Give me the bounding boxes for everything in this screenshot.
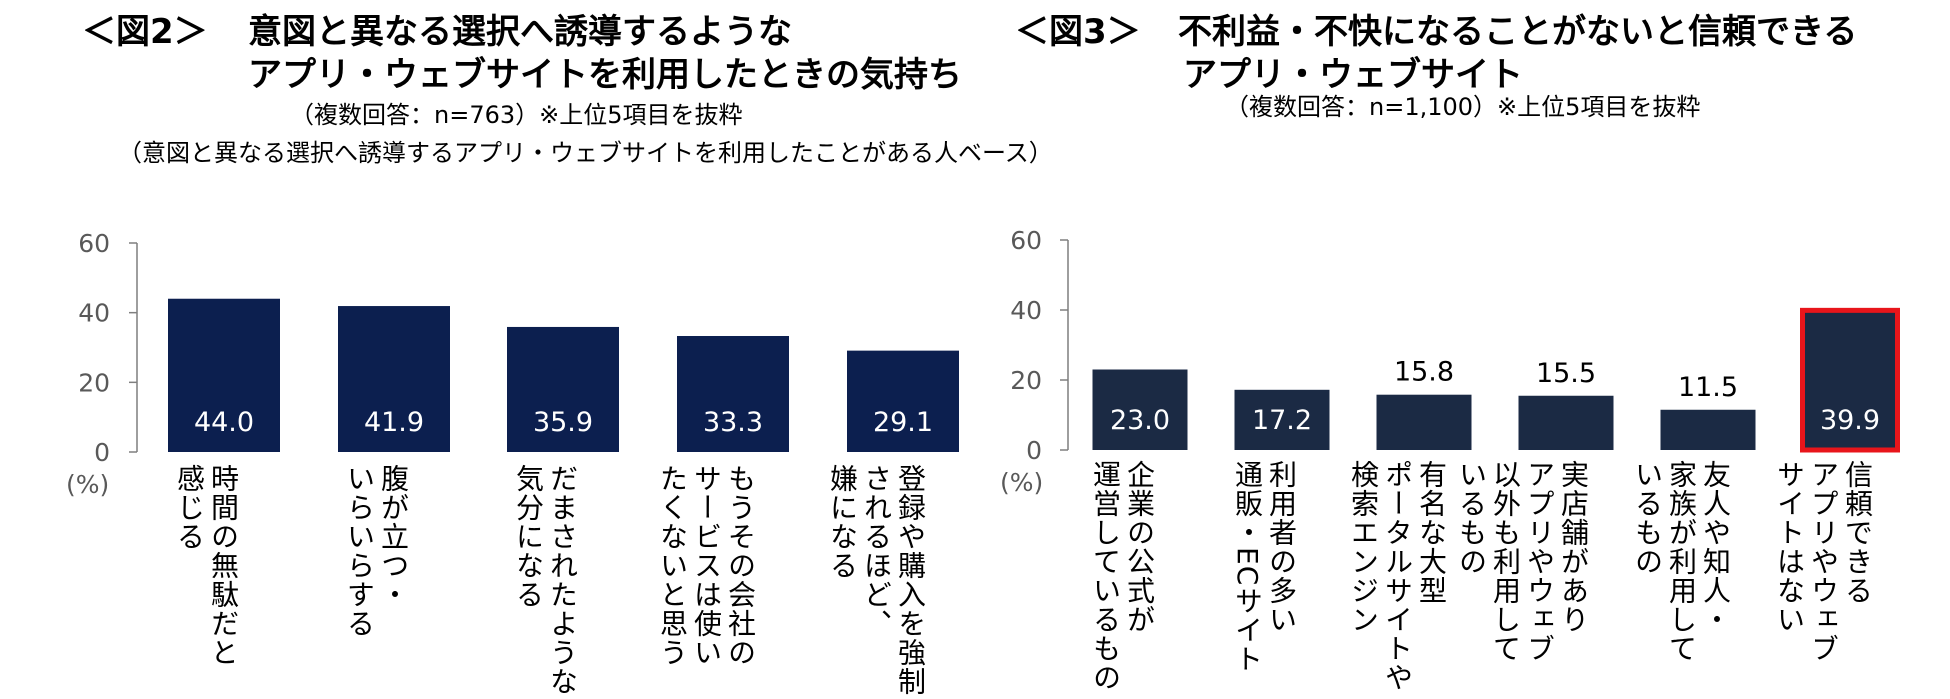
- chart2-value-label: 23.0: [1110, 405, 1170, 436]
- chart1-category-label: 嫌になる: [826, 464, 859, 580]
- chart2-category-label: 信頼できる: [1841, 460, 1874, 605]
- chart2-value-label: 17.2: [1252, 405, 1312, 436]
- chart2-figure-label: ＜図3＞: [1015, 12, 1141, 52]
- chart1-unit-label: (%): [66, 470, 110, 499]
- chart1-category-label: たくないと思う: [656, 464, 689, 667]
- chart1-category-label: 時間の無駄だと: [207, 464, 240, 667]
- chart2-category-label: アプリやウェブ: [1807, 460, 1840, 663]
- chart2-category-label: いるもの: [1455, 460, 1488, 576]
- chart1-bar: [168, 298, 280, 452]
- chart1-bar: [338, 306, 450, 452]
- chart1-category-label: 気分になる: [512, 464, 545, 609]
- chart1-bar: [847, 350, 959, 452]
- chart1-figure-label: ＜図2＞: [82, 12, 208, 52]
- chart1-category-label: されるほど、: [860, 464, 893, 638]
- chart2-category-label: 企業の公式が: [1123, 460, 1156, 634]
- chart2-category-label: 実店舗があり: [1557, 460, 1590, 634]
- chart2-category-label: 利用者の多い: [1265, 460, 1298, 634]
- chart1-value-label: 29.1: [873, 407, 933, 438]
- chart2-unit-label: (%): [1000, 468, 1044, 497]
- chart1-bar: [677, 336, 789, 452]
- chart2-bar-highlight: [1800, 307, 1900, 453]
- chart1-y-tick-label: 40: [78, 299, 110, 328]
- chart2-bar: [1092, 369, 1188, 450]
- chart2-value-label: 11.5: [1678, 372, 1738, 403]
- chart2-y-tick-label: 40: [1010, 296, 1042, 325]
- chart1-title-line2: アプリ・ウェブサイトを利用したときの気持ち: [248, 55, 962, 95]
- chart1-value-label: 41.9: [364, 407, 424, 438]
- chart1-category-label: 感じる: [173, 464, 206, 551]
- chart2-bar: [1234, 389, 1330, 450]
- chart2-category-label: 家族が利用して: [1665, 460, 1698, 663]
- chart2-category-label: 有名な大型: [1415, 460, 1448, 605]
- chart2-category-label: 運営しているもの: [1089, 460, 1122, 692]
- chart1-category-label: いらいらする: [343, 464, 376, 638]
- chart2-value-label: 39.9: [1820, 405, 1880, 436]
- chart2-category-label: アプリやウェブ: [1523, 460, 1556, 663]
- chart1-category-label: 登録や購入を強制: [894, 464, 927, 696]
- chart2-y-tick-label: 60: [1010, 226, 1042, 255]
- chart2-value-label: 15.8: [1394, 357, 1454, 388]
- chart2-value-label: 15.5: [1536, 358, 1596, 389]
- chart2-title-line1: 不利益・不快になることがないと信頼できる: [1178, 12, 1858, 52]
- chart1-y-tick-label: 0: [94, 438, 110, 467]
- chart2-category-label: 以外も利用して: [1489, 460, 1522, 663]
- chart2-category-label: 通販・ECサイト: [1231, 460, 1264, 674]
- chart2-bar: [1376, 394, 1472, 450]
- chart2-y-tick-label: 0: [1026, 436, 1042, 465]
- chart1-value-label: 33.3: [703, 407, 763, 438]
- chart1-y-tick-label: 60: [78, 229, 110, 258]
- chart1-bar: [507, 326, 619, 452]
- chart1-category-label: 腹が立つ・: [377, 464, 410, 609]
- chart1-y-tick-label: 20: [78, 368, 110, 397]
- chart1-category-label: サービスは使い: [690, 464, 723, 667]
- chart1-note: （複数回答：n=763）※上位5項目を抜粋: [290, 101, 743, 129]
- chart2-title-line2: アプリ・ウェブサイト: [1183, 55, 1523, 95]
- chart2-category-label: いるもの: [1631, 460, 1664, 576]
- chart1-value-label: 44.0: [194, 407, 254, 438]
- chart1-category-label: だまされたような: [546, 464, 579, 696]
- chart1-base-note: （意図と異なる選択へ誘導するアプリ・ウェブサイトを利用したことがある人ベース）: [118, 139, 1053, 167]
- chart2-category-label: ポータルサイトや: [1381, 460, 1414, 692]
- chart1-title-line1: 意図と異なる選択へ誘導するような: [248, 12, 792, 52]
- chart2-category-label: サイトはない: [1773, 460, 1806, 634]
- chart2-category-label: 友人や知人・: [1699, 460, 1732, 634]
- chart2-y-tick-label: 20: [1010, 366, 1042, 395]
- chart2-category-label: 検索エンジン: [1347, 460, 1380, 634]
- chart2-bar: [1660, 409, 1756, 450]
- chart1-value-label: 35.9: [533, 407, 593, 438]
- chart2-bar: [1518, 395, 1614, 450]
- chart2-note: （複数回答：n=1,100）※上位5項目を抜粋: [1225, 93, 1701, 121]
- chart1-category-label: もうその会社の: [724, 464, 757, 667]
